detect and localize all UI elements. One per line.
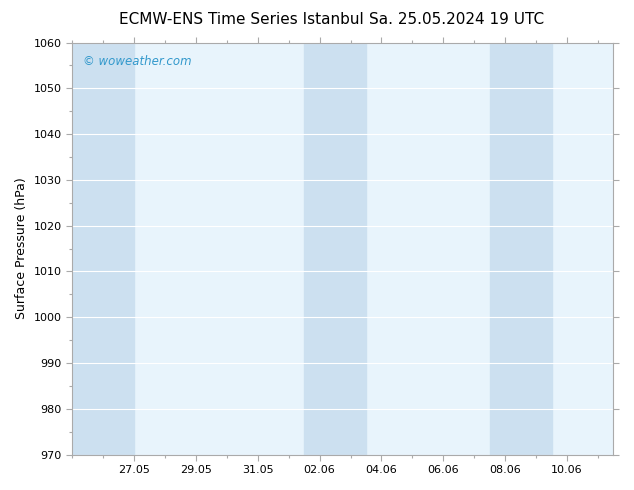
Bar	[304, 43, 366, 455]
Y-axis label: Surface Pressure (hPa): Surface Pressure (hPa)	[15, 178, 28, 319]
Text: © woweather.com: © woweather.com	[83, 55, 191, 68]
Bar	[72, 43, 134, 455]
Text: ECMW-ENS Time Series Istanbul: ECMW-ENS Time Series Istanbul	[119, 12, 363, 27]
Text: Sa. 25.05.2024 19 UTC: Sa. 25.05.2024 19 UTC	[369, 12, 544, 27]
Bar	[489, 43, 552, 455]
